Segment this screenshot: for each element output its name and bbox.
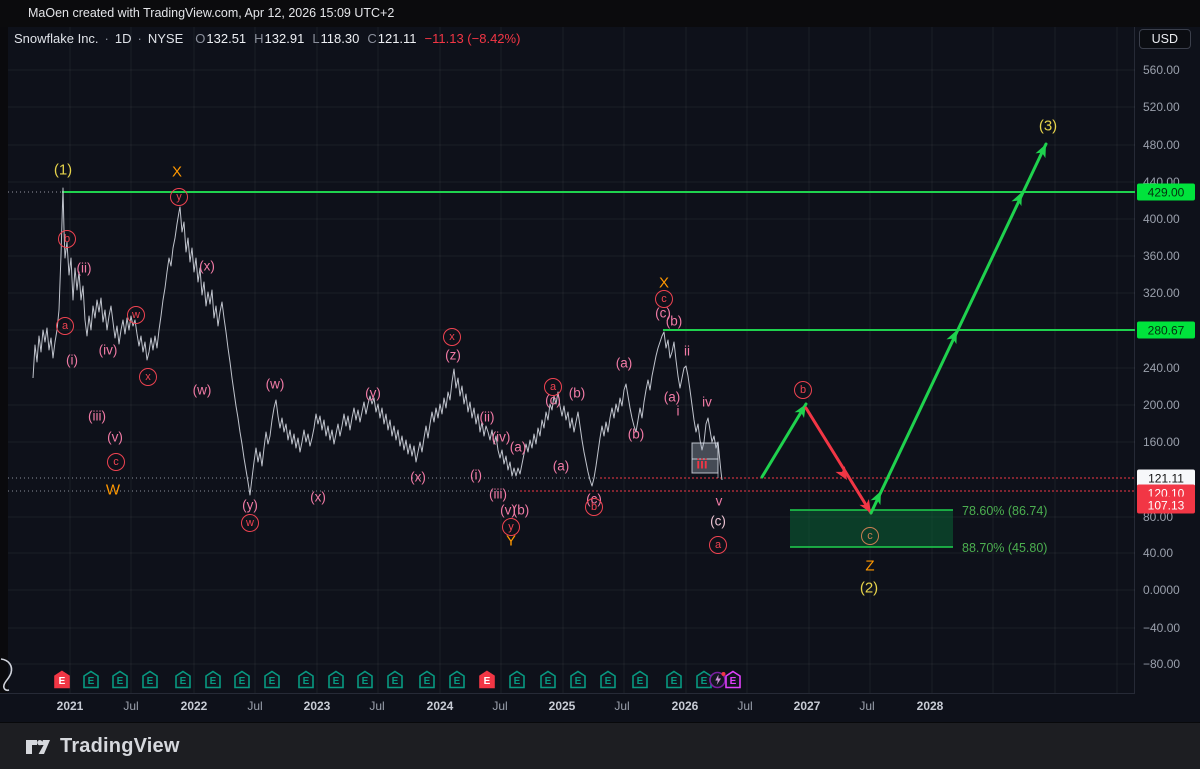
exchange-name: NYSE xyxy=(147,31,184,46)
ohlc-pair: O132.51 xyxy=(195,31,247,46)
ohlc-pair: H132.91 xyxy=(254,31,305,46)
watermark-bar: MaOen created with TradingView.com, Apr … xyxy=(0,0,1200,27)
change-value: −11.13 (−8.42%) xyxy=(424,31,521,46)
brand-text: TradingView xyxy=(60,735,180,757)
currency-button[interactable]: USD xyxy=(1138,29,1191,49)
footer-bar: TradingView xyxy=(0,722,1200,769)
symbol-name[interactable]: Snowflake Inc. xyxy=(14,31,99,46)
time-axis[interactable] xyxy=(0,693,1135,723)
watermark-text: MaOen created with TradingView.com, Apr … xyxy=(28,6,395,20)
price-axis[interactable] xyxy=(1134,26,1200,722)
symbol-header: Snowflake Inc. · 1D · NYSE O132.51 H132.9… xyxy=(14,31,520,46)
separator-dot: · xyxy=(104,31,109,46)
left-margin xyxy=(0,26,8,722)
chart-pane[interactable] xyxy=(8,26,1135,693)
tradingview-logo-icon[interactable] xyxy=(24,736,51,758)
separator-dot: · xyxy=(137,31,142,46)
ohlc-values: O132.51 H132.91 L118.30 C121.11 xyxy=(195,31,416,46)
interval-value[interactable]: 1D xyxy=(114,31,132,46)
ohlc-pair: L118.30 xyxy=(312,31,360,46)
ohlc-pair: C121.11 xyxy=(367,31,417,46)
